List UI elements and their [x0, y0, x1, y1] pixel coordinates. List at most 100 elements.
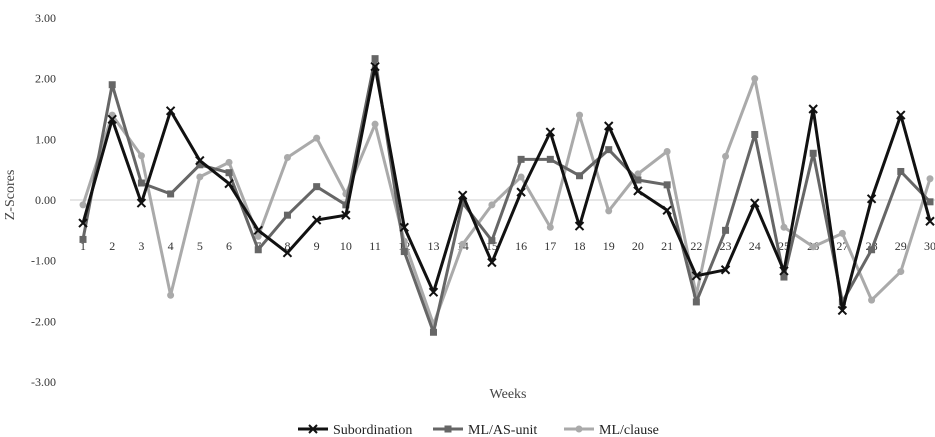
data-point: [634, 170, 642, 178]
data-point: [399, 222, 409, 233]
data-point: [722, 152, 730, 160]
legend-item: Subordination: [298, 423, 412, 437]
x-axis-title: Weeks: [490, 387, 527, 402]
data-point: [254, 232, 262, 240]
data-point: [546, 155, 554, 163]
data-point: [926, 175, 934, 183]
x-tick-label: 13: [427, 239, 439, 253]
x-axis-ticks: 1234567891011121314151617181920212223242…: [80, 239, 935, 253]
x-tick-label: 29: [895, 239, 907, 253]
legend-item: ML/AS-unit: [433, 423, 537, 437]
x-tick-label: 18: [574, 239, 586, 253]
data-point: [809, 243, 817, 251]
data-point: [283, 211, 291, 219]
x-tick-label: 22: [690, 239, 702, 253]
data-point: [459, 240, 467, 248]
y-axis-title: Z-Scores: [3, 170, 18, 221]
y-tick-label: 3.00: [35, 11, 56, 25]
data-point: [137, 179, 145, 187]
y-tick-label: -3.00: [31, 375, 56, 389]
x-tick-label: 5: [197, 239, 203, 253]
data-point: [429, 328, 437, 336]
data-point: [750, 198, 760, 208]
data-point: [400, 248, 408, 256]
data-point: [866, 194, 877, 204]
data-point: [780, 223, 788, 231]
data-point: [196, 173, 204, 181]
data-point: [341, 210, 351, 220]
data-point: [575, 425, 583, 433]
data-point: [428, 287, 439, 297]
x-tick-label: 9: [314, 239, 320, 253]
data-point: [837, 305, 848, 316]
x-tick-label: 16: [515, 239, 527, 253]
data-point: [779, 266, 789, 276]
data-point: [633, 186, 643, 196]
data-point: [838, 229, 846, 237]
data-point: [780, 273, 788, 281]
x-tick-label: 24: [749, 239, 761, 253]
data-point: [720, 265, 731, 275]
x-tick-label: 20: [632, 239, 644, 253]
data-point: [605, 146, 613, 154]
data-point: [574, 221, 585, 231]
data-point: [897, 167, 905, 175]
legend-label: ML/AS-unit: [468, 423, 537, 437]
data-point: [722, 226, 730, 234]
legend-item: ML/clause: [564, 423, 659, 437]
x-tick-label: 3: [138, 239, 144, 253]
x-tick-label: 17: [544, 239, 556, 253]
data-point: [634, 176, 642, 184]
legend: Subordination ML/AS-unit ML/clause: [298, 423, 659, 437]
data-point: [308, 424, 318, 434]
data-point: [488, 237, 496, 245]
data-point: [576, 172, 584, 180]
series-2: [79, 75, 934, 328]
y-tick-label: 1.00: [35, 132, 56, 146]
data-point: [79, 235, 87, 243]
x-tick-label: 1: [80, 239, 86, 253]
data-point: [444, 425, 452, 433]
series-line: [81, 57, 932, 334]
series-line: [81, 77, 932, 326]
data-point: [313, 134, 321, 142]
data-point: [371, 55, 379, 63]
x-tick-label: 19: [603, 239, 615, 253]
data-point: [662, 205, 672, 216]
data-point: [517, 155, 525, 163]
series-layer: [78, 55, 935, 336]
data-point: [487, 257, 497, 268]
data-point: [896, 110, 906, 120]
data-point: [751, 130, 759, 138]
data-point: [167, 291, 175, 299]
data-point: [897, 268, 905, 276]
data-point: [225, 158, 233, 166]
data-point: [517, 173, 525, 181]
series-line: [81, 65, 932, 312]
data-point: [459, 199, 467, 207]
data-point: [868, 296, 876, 304]
series-0: [78, 61, 935, 316]
y-tick-label: -2.00: [31, 314, 56, 328]
data-point: [925, 216, 935, 226]
data-point: [546, 223, 554, 231]
data-point: [167, 190, 175, 198]
x-tick-label: 30: [924, 239, 935, 253]
y-axis-ticks: 3.00 2.00 1.00 0.00 -1.00 -2.00 -3.00: [31, 11, 56, 389]
data-point: [808, 104, 818, 114]
data-point: [751, 75, 759, 83]
data-point: [108, 81, 116, 89]
data-point: [663, 181, 671, 189]
series-1: [79, 55, 934, 336]
data-point: [576, 111, 584, 119]
data-point: [195, 155, 205, 166]
data-point: [371, 120, 379, 128]
y-tick-label: -1.00: [31, 254, 56, 268]
x-tick-label: 4: [168, 239, 174, 253]
data-point: [868, 246, 876, 254]
legend-label: Subordination: [333, 423, 412, 437]
data-point: [692, 298, 700, 306]
data-point: [311, 215, 322, 225]
